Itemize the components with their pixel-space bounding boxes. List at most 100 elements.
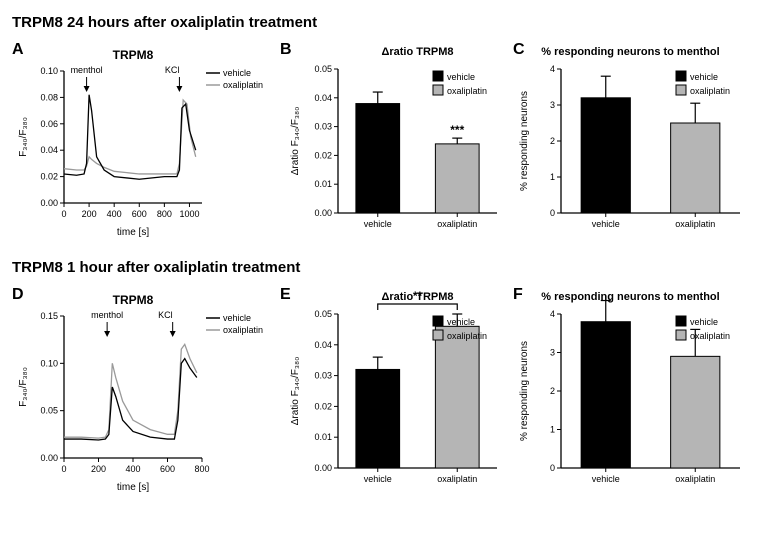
svg-text:0.15: 0.15 <box>40 311 58 321</box>
trace-chart-1h: TRPM8 0.00 0.05 0.10 0.15 0 200 400 600 800 time [… <box>12 286 272 496</box>
svg-text:0.00: 0.00 <box>40 453 58 463</box>
panel-f: F % responding neurons to menthol01234% … <box>513 286 748 496</box>
svg-text:***: *** <box>450 123 464 137</box>
svg-text:400: 400 <box>107 209 122 219</box>
svg-text:800: 800 <box>157 209 172 219</box>
svg-text:0.10: 0.10 <box>40 66 58 76</box>
svg-text:% responding neurons to mentho: % responding neurons to menthol <box>541 46 719 58</box>
panel-a: A TRPM80.000.020.040.060.080.10020040060… <box>12 41 272 241</box>
svg-text:% responding neurons to mentho: % responding neurons to menthol <box>541 291 719 303</box>
svg-text:vehicle: vehicle <box>690 317 718 327</box>
panel-e: E Δratio TRPM80.000.010.020.030.040.05Δr… <box>280 286 505 496</box>
svg-text:0.08: 0.08 <box>40 92 58 102</box>
svg-text:vehicle: vehicle <box>447 72 475 82</box>
svg-text:0.05: 0.05 <box>40 406 58 416</box>
svg-text:1: 1 <box>550 172 555 182</box>
svg-text:0.01: 0.01 <box>314 432 332 442</box>
svg-text:0.04: 0.04 <box>314 93 332 103</box>
svg-text:600: 600 <box>160 464 175 474</box>
panel-b: B Δratio TRPM80.000.010.020.030.040.05Δr… <box>280 41 505 241</box>
svg-text:TRPM8: TRPM8 <box>113 48 154 62</box>
svg-text:oxaliplatin: oxaliplatin <box>447 331 487 341</box>
panel-c: C % responding neurons to menthol01234% … <box>513 41 748 241</box>
svg-text:TRPM8: TRPM8 <box>113 293 154 307</box>
svg-text:oxaliplatin: oxaliplatin <box>437 219 477 229</box>
svg-text:vehicle: vehicle <box>223 313 251 323</box>
svg-text:KCl: KCl <box>158 310 173 320</box>
svg-text:200: 200 <box>91 464 106 474</box>
panel-row-24h: A TRPM80.000.020.040.060.080.10020040060… <box>12 41 751 241</box>
svg-text:vehicle: vehicle <box>223 68 251 78</box>
svg-text:400: 400 <box>125 464 140 474</box>
svg-text:F₃₄₀/F₃₈₀: F₃₄₀/F₃₈₀ <box>18 117 29 157</box>
svg-text:menthol: menthol <box>71 65 103 75</box>
svg-text:0.00: 0.00 <box>314 208 332 218</box>
svg-text:time [s]: time [s] <box>117 227 149 238</box>
svg-text:oxaliplatin: oxaliplatin <box>690 331 730 341</box>
section-title-1h: TRPM8 1 hour after oxaliplatin treatment <box>12 259 751 276</box>
svg-text:vehicle: vehicle <box>447 317 475 327</box>
bar-ratio-1h: Δratio TRPM80.000.010.020.030.040.05Δrat… <box>280 286 505 496</box>
svg-text:0.02: 0.02 <box>314 401 332 411</box>
svg-text:0.01: 0.01 <box>314 179 332 189</box>
section-title-24h: TRPM8 24 hours after oxaliplatin treatme… <box>12 14 751 31</box>
bar-pct-1h: % responding neurons to menthol 0 1 2 3 4 % re… <box>513 286 748 496</box>
panel-letter-b: B <box>280 41 292 59</box>
svg-text:1: 1 <box>550 425 555 435</box>
svg-text:oxaliplatin: oxaliplatin <box>223 325 263 335</box>
svg-text:oxaliplatin: oxaliplatin <box>223 80 263 90</box>
svg-text:0.04: 0.04 <box>40 145 58 155</box>
svg-text:time [s]: time [s] <box>117 482 149 493</box>
bar-ratio-24h: Δratio TRPM8 0.00 0.01 0.02 0.03 0.04 0.05 Δrat… <box>280 41 505 241</box>
svg-text:Δratio F₃₄₀/F₃₈₀: Δratio F₃₄₀/F₃₈₀ <box>290 357 301 426</box>
svg-text:4: 4 <box>550 309 555 319</box>
panel-letter-c: C <box>513 41 525 59</box>
svg-text:1000: 1000 <box>179 209 199 219</box>
panel-row-1h: D TRPM8 0.00 0.05 0.10 0.15 0 200 400 600 800 time… <box>12 286 751 496</box>
svg-text:0: 0 <box>61 464 66 474</box>
svg-text:vehicle: vehicle <box>690 72 718 82</box>
svg-text:**: ** <box>413 289 423 303</box>
svg-text:0: 0 <box>550 463 555 473</box>
svg-text:KCl: KCl <box>165 65 180 75</box>
svg-text:oxaliplatin: oxaliplatin <box>437 474 477 484</box>
svg-text:% responding neurons: % responding neurons <box>519 91 530 191</box>
svg-text:0.00: 0.00 <box>314 463 332 473</box>
svg-text:oxaliplatin: oxaliplatin <box>675 474 715 484</box>
svg-text:0.00: 0.00 <box>40 198 58 208</box>
svg-text:menthol: menthol <box>91 310 123 320</box>
svg-text:0.02: 0.02 <box>314 150 332 160</box>
svg-text:0.04: 0.04 <box>314 340 332 350</box>
panel-letter-e: E <box>280 286 291 304</box>
svg-text:oxaliplatin: oxaliplatin <box>447 86 487 96</box>
svg-text:200: 200 <box>82 209 97 219</box>
bar-pct-24h: % responding neurons to menthol01234% re… <box>513 41 748 241</box>
svg-text:vehicle: vehicle <box>364 474 392 484</box>
svg-text:vehicle: vehicle <box>364 219 392 229</box>
svg-text:0: 0 <box>61 209 66 219</box>
svg-text:0.03: 0.03 <box>314 371 332 381</box>
svg-text:Δratio TRPM8: Δratio TRPM8 <box>381 46 453 58</box>
svg-text:oxaliplatin: oxaliplatin <box>675 219 715 229</box>
svg-text:3: 3 <box>550 100 555 110</box>
svg-text:0.03: 0.03 <box>314 122 332 132</box>
svg-text:600: 600 <box>132 209 147 219</box>
svg-text:% responding neurons: % responding neurons <box>519 341 530 441</box>
panel-letter-f: F <box>513 286 523 304</box>
svg-text:0.05: 0.05 <box>314 309 332 319</box>
svg-text:0.10: 0.10 <box>40 358 58 368</box>
svg-text:vehicle: vehicle <box>592 219 620 229</box>
svg-text:3: 3 <box>550 348 555 358</box>
svg-text:4: 4 <box>550 64 555 74</box>
svg-text:oxaliplatin: oxaliplatin <box>690 86 730 96</box>
svg-text:vehicle: vehicle <box>592 474 620 484</box>
svg-text:2: 2 <box>550 386 555 396</box>
svg-text:F₃₄₀/F₃₈₀: F₃₄₀/F₃₈₀ <box>18 367 29 407</box>
svg-text:800: 800 <box>194 464 209 474</box>
panel-letter-a: A <box>12 41 24 59</box>
trace-chart-24h: TRPM80.000.020.040.060.080.1002004006008… <box>12 41 272 241</box>
svg-text:0.05: 0.05 <box>314 64 332 74</box>
svg-text:2: 2 <box>550 136 555 146</box>
svg-text:Δratio F₃₄₀/F₃₈₀: Δratio F₃₄₀/F₃₈₀ <box>290 107 301 176</box>
panel-letter-d: D <box>12 286 24 304</box>
